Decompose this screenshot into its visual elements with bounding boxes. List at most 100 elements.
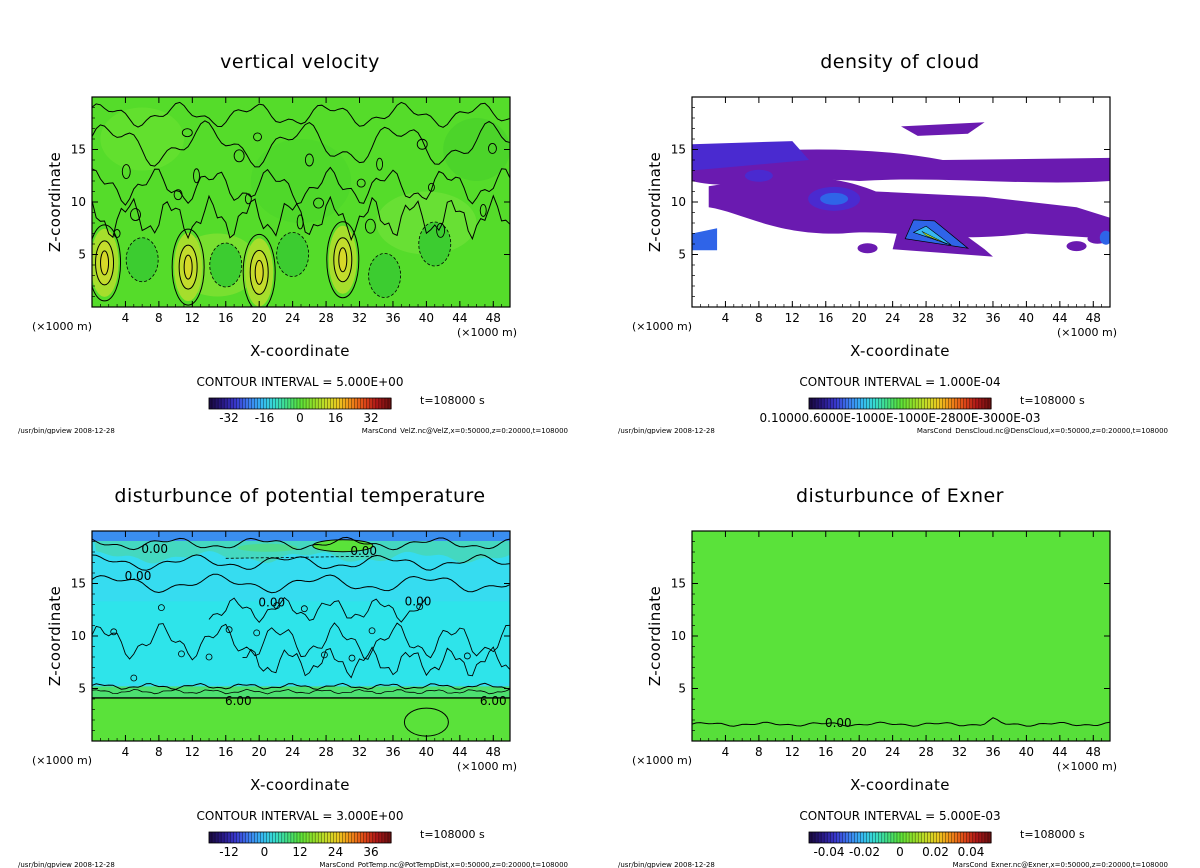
- cloud-core: [1099, 230, 1110, 245]
- contour-line: [416, 138, 428, 150]
- x-tick-label: 32: [352, 745, 367, 759]
- colorbar-cell: [848, 832, 853, 843]
- cloud-band: [692, 141, 810, 171]
- x-tick-label: 28: [318, 311, 333, 325]
- colorbar-cell: [354, 398, 359, 409]
- y-tick-label: 15: [71, 577, 86, 591]
- colorbar-cell: [287, 398, 292, 409]
- colorbar-cell: [260, 832, 265, 843]
- y-axis-label: Z-coordinate: [646, 152, 664, 252]
- colorbar-cell: [303, 398, 307, 409]
- x-tick-label: 40: [1019, 745, 1034, 759]
- colorbar-cell: [360, 832, 365, 843]
- contour-line: [427, 182, 435, 192]
- contour-line: [92, 101, 510, 128]
- colorbar-frame: [808, 831, 992, 844]
- colorbar-cell: [248, 398, 253, 409]
- colorbar-cell: [848, 398, 853, 409]
- x-tick-label: 44: [452, 745, 467, 759]
- contour-label: 0.00: [825, 716, 852, 730]
- colorbar-cell: [821, 832, 825, 843]
- colorbar-cell: [909, 832, 913, 843]
- colorbar-cell: [227, 398, 231, 409]
- contour-interval: CONTOUR INTERVAL = 5.000E+00: [197, 375, 404, 389]
- colorbar-cell: [300, 398, 304, 409]
- colorbar-cell: [372, 398, 377, 409]
- colorbar-cell: [981, 832, 986, 843]
- colorbar-cell: [257, 398, 262, 409]
- colorbar-cell: [242, 832, 246, 843]
- colorbar-cell: [833, 832, 837, 843]
- colorbar-cell: [839, 398, 843, 409]
- colorbar-cell: [269, 398, 274, 409]
- colorbar-cell: [330, 832, 334, 843]
- colorbar-cell: [381, 398, 386, 409]
- colorbar-cell: [215, 832, 219, 843]
- colorbar-cell: [857, 398, 862, 409]
- footer-left: /usr/bin/gpview 2008-12-28: [618, 861, 715, 868]
- footer-right: MarsCond_PotTemp.nc@PotTempDist,x=0:5000…: [319, 861, 568, 868]
- colorbar-cell: [351, 832, 356, 843]
- x-tick-label: 24: [885, 745, 900, 759]
- colorbar-cell: [381, 832, 386, 843]
- footer-left: /usr/bin/gpview 2008-12-28: [618, 427, 715, 434]
- colorbar-cell: [251, 398, 256, 409]
- colorbar-cell: [863, 398, 868, 409]
- cloud-patch: [857, 243, 878, 254]
- footer-right: MarsCond_VelZ.nc@VelZ,x=0:50000,z=0:2000…: [362, 427, 568, 434]
- colorbar-cell: [881, 398, 886, 409]
- x-tick-label: 12: [185, 745, 200, 759]
- colorbar-cell: [851, 832, 856, 843]
- colorbar-cell: [854, 398, 859, 409]
- colorbar-cell: [924, 398, 928, 409]
- colorbar-cell: [939, 832, 944, 843]
- colorbar-cell: [357, 398, 362, 409]
- contour-line: [253, 132, 262, 142]
- contour-line: [92, 554, 510, 571]
- x-axis-label: X-coordinate: [850, 342, 950, 360]
- x-tick-label: 44: [1052, 311, 1067, 325]
- contour-line: [92, 536, 510, 551]
- colorbar-cell: [812, 832, 816, 843]
- colorbar-cell: [954, 398, 959, 409]
- colorbar-cell: [278, 832, 283, 843]
- contour-line: [173, 189, 183, 201]
- contour-line: [273, 602, 281, 609]
- colorbar-cell: [987, 398, 992, 409]
- x-tick-label: 16: [818, 745, 833, 759]
- cloud-core: [921, 231, 948, 245]
- colorbar-cell: [336, 832, 341, 843]
- colorbar-cell: [912, 832, 916, 843]
- x-tick-label: 36: [985, 311, 1000, 325]
- colorbar-cell: [318, 398, 322, 409]
- colorbar-cell: [318, 832, 322, 843]
- contour-line: [487, 142, 497, 154]
- colorbar-cell: [239, 398, 243, 409]
- colorbar-cell: [827, 398, 831, 409]
- colorbar-cell: [212, 832, 216, 843]
- downdraft-contour: [418, 221, 452, 267]
- contour-line: [296, 214, 304, 230]
- colorbar-cell: [827, 832, 831, 843]
- x-tick-label: 20: [252, 745, 267, 759]
- colorbar-cell: [230, 398, 234, 409]
- updraft-contour: [92, 224, 122, 302]
- x-tick-label: 12: [785, 745, 800, 759]
- colorbar-cell: [375, 398, 380, 409]
- x-tick-label: 32: [952, 745, 967, 759]
- y-tick-label: 10: [71, 195, 86, 209]
- contour-line: [130, 208, 141, 222]
- x-tick-label: 4: [122, 745, 130, 759]
- colorbar-cell: [927, 398, 931, 409]
- x-tick-label: 20: [252, 311, 267, 325]
- colorbar-cell: [290, 832, 295, 843]
- colorbar-cell: [869, 398, 874, 409]
- contour-line: [178, 650, 185, 658]
- contour-line: [113, 229, 121, 238]
- colorbar-cell: [333, 398, 337, 409]
- colorbar-cell: [893, 398, 898, 409]
- colorbar-tick-label: 32: [363, 411, 378, 425]
- downdraft-contour: [276, 232, 310, 277]
- updraft-contour: [100, 250, 110, 276]
- x-tick-label: 28: [318, 745, 333, 759]
